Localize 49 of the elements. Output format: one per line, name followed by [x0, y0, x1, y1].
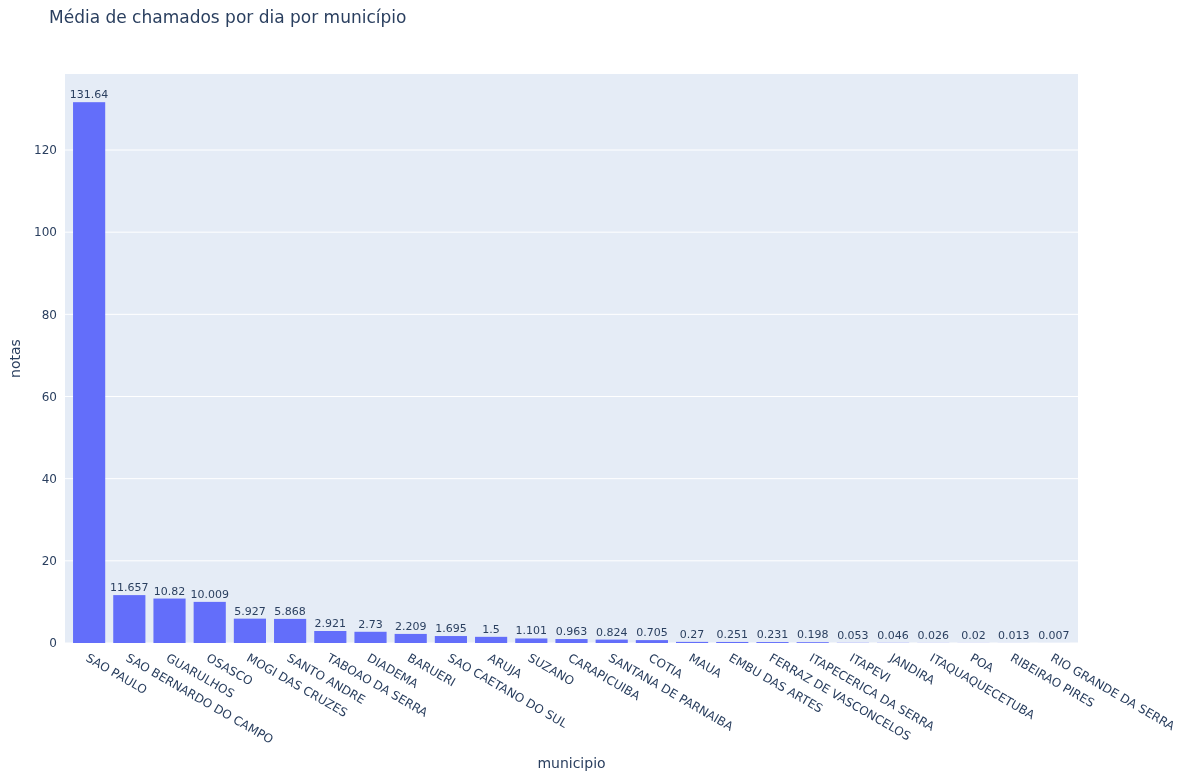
data-label: 2.921 [314, 617, 347, 630]
y-tick-label: 60 [41, 389, 57, 404]
data-label: 0.705 [636, 626, 668, 640]
bar [153, 598, 186, 643]
data-label: 0.824 [595, 625, 628, 639]
bar [354, 631, 387, 643]
y-tick-label: 0 [49, 636, 57, 651]
data-label: 1.5 [482, 622, 500, 636]
data-label: 2.209 [394, 619, 427, 633]
bar [73, 102, 106, 643]
y-tick-label: 20 [41, 554, 57, 569]
y-tick-label: 120 [34, 143, 57, 158]
data-label: 0.026 [917, 628, 950, 642]
data-label: 131.64 [69, 88, 109, 102]
data-label: 1.695 [435, 622, 467, 636]
chart-title: Média de chamados por dia por município [49, 7, 407, 27]
bar [274, 618, 307, 643]
data-label: 1.101 [515, 624, 548, 638]
data-label: 0.251 [716, 627, 749, 641]
data-label: 0.013 [997, 628, 1030, 642]
data-label: 0.046 [877, 628, 909, 642]
data-label: 5.868 [274, 604, 306, 618]
data-label: 0.231 [756, 628, 789, 642]
data-label: 0.02 [961, 628, 986, 642]
bar [515, 638, 548, 643]
data-label: 10.009 [190, 587, 229, 601]
bar [193, 601, 226, 643]
data-label: 2.73 [358, 617, 383, 631]
bar [233, 618, 266, 643]
data-label: 0.198 [796, 628, 829, 642]
bar [555, 639, 588, 643]
y-tick-label: 40 [41, 471, 57, 486]
data-label: 0.963 [555, 625, 588, 639]
y-axis-title: notas [7, 339, 23, 378]
x-axis-title: municipio [537, 755, 606, 771]
data-label: 11.657 [110, 581, 149, 595]
bar [434, 636, 467, 643]
data-label: 0.27 [679, 627, 705, 641]
bar [394, 633, 427, 643]
data-label: 5.927 [234, 604, 266, 618]
y-tick-label: 100 [34, 225, 57, 240]
data-label: 0.053 [837, 628, 869, 642]
y-tick-label: 80 [41, 307, 57, 322]
data-label: 10.82 [153, 584, 186, 598]
bar [475, 636, 508, 643]
data-label: 0.007 [1038, 628, 1070, 642]
bar [314, 631, 347, 643]
bar [113, 595, 146, 643]
bar [635, 640, 668, 643]
